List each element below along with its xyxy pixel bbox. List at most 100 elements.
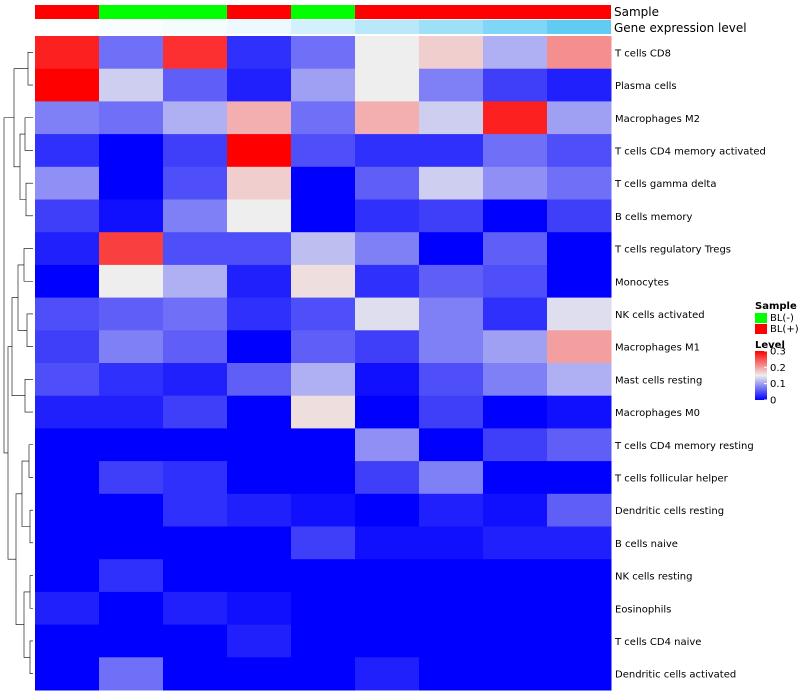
legend-level-title: Level [755, 340, 785, 351]
expression-annotation-cell [227, 20, 291, 34]
heatmap-cell [419, 395, 484, 429]
heatmap-cell [35, 264, 100, 299]
heatmap-cell [227, 395, 292, 429]
heatmap-cell [99, 363, 164, 397]
heatmap-cell [355, 166, 420, 200]
heatmap-cell [99, 297, 164, 331]
heatmap-cell [99, 134, 164, 168]
heatmap-cell [227, 166, 292, 200]
heatmap-cell [227, 232, 292, 266]
heatmap-cell [483, 493, 548, 527]
heatmap-cell [35, 330, 100, 364]
heatmap-cell [99, 264, 164, 299]
row-label: Eosinophils [615, 604, 671, 615]
heatmap-cell [419, 624, 484, 658]
heatmap-cell [227, 297, 292, 331]
heatmap-cell [163, 591, 228, 626]
heatmap-cell [355, 68, 420, 102]
column-annotations [35, 5, 611, 34]
heatmap-cell [99, 428, 164, 462]
row-label: Dendritic cells activated [615, 670, 736, 681]
legend-tick-label: 0.2 [770, 363, 786, 374]
heatmap-cell [227, 68, 292, 102]
heatmap-cell [163, 461, 228, 495]
heatmap-cell [419, 134, 484, 168]
sample-annotation-cell [547, 5, 611, 19]
row-dendrogram [3, 52, 33, 674]
heatmap-cells [35, 36, 612, 691]
row-label: T cells CD4 memory activated [614, 146, 766, 157]
heatmap-cell [547, 297, 612, 331]
heatmap-cell [419, 297, 484, 331]
heatmap-cell [227, 461, 292, 495]
heatmap-cell [355, 624, 420, 658]
row-label: NK cells activated [615, 310, 705, 321]
heatmap-cell [483, 591, 548, 626]
expression-annotation-cell [419, 20, 483, 34]
heatmap-cell [35, 591, 100, 626]
heatmap-cell [291, 493, 356, 527]
expression-annotation-cell [291, 20, 355, 34]
heatmap-cell [291, 101, 356, 135]
heatmap-cell [35, 559, 100, 593]
heatmap-cell [163, 559, 228, 593]
heatmap-cell [547, 624, 612, 658]
heatmap-cell [35, 461, 100, 495]
heatmap-cell [99, 36, 164, 70]
dendrogram-branch [29, 575, 33, 609]
heatmap-cell [355, 395, 420, 429]
heatmap-cell [163, 134, 228, 168]
heatmap-cell [483, 526, 548, 560]
heatmap-cell [291, 428, 356, 462]
heatmap-cell [419, 101, 484, 135]
heatmap-cell [163, 493, 228, 527]
legend-color-bar [755, 351, 767, 400]
heatmap-cell [547, 493, 612, 527]
annotation-label-sample: Sample [614, 5, 659, 19]
heatmap-cell [99, 591, 164, 626]
row-label: Macrophages M0 [615, 408, 700, 419]
heatmap-cell [227, 101, 292, 135]
sample-annotation-cell [35, 5, 99, 19]
dendrogram-branch [24, 117, 33, 151]
heatmap-cell [483, 657, 548, 691]
dendrogram-branch [28, 444, 33, 478]
heatmap-cell [35, 36, 100, 70]
expression-annotation-cell [355, 20, 419, 34]
heatmap-cell [291, 330, 356, 364]
heatmap-cell [227, 199, 292, 233]
row-label: Plasma cells [615, 81, 677, 92]
heatmap-cell [547, 461, 612, 495]
heatmap-cell [355, 591, 420, 626]
heatmap-cell [99, 68, 164, 102]
heatmap-cell [355, 526, 420, 560]
heatmap-cell [291, 264, 356, 299]
row-label: B cells memory [615, 212, 692, 223]
dendrogram-branch [11, 297, 25, 396]
sample-annotation-cell [99, 5, 163, 19]
heatmap-cell [163, 297, 228, 331]
heatmap-cell [227, 526, 292, 560]
heatmap-cell [291, 232, 356, 266]
dendrogram-branch [29, 509, 33, 544]
row-label: Macrophages M1 [615, 343, 700, 354]
row-label: T cells CD8 [614, 48, 671, 59]
heatmap-cell [163, 36, 228, 70]
heatmap-cell [547, 36, 612, 70]
heatmap-cell [547, 166, 612, 200]
heatmap-cell [291, 166, 356, 200]
heatmap-cell [291, 68, 356, 102]
dendrogram-branch [27, 52, 33, 86]
heatmap-cell [99, 199, 164, 233]
dendrogram-branch [17, 264, 27, 331]
heatmap-cell [163, 232, 228, 266]
heatmap-cell [291, 36, 356, 70]
heatmap-cell [291, 461, 356, 495]
heatmap-cell [227, 657, 292, 691]
sample-annotation-cell [227, 5, 291, 19]
heatmap-cell [419, 363, 484, 397]
heatmap-cell [355, 134, 420, 168]
expression-annotation-cell [547, 20, 611, 34]
heatmap-cell [355, 657, 420, 691]
